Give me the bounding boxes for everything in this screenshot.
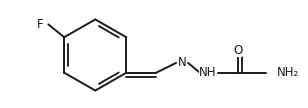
Text: O: O xyxy=(233,44,242,57)
Text: F: F xyxy=(37,18,43,31)
Text: NH: NH xyxy=(199,66,217,79)
Text: NH₂: NH₂ xyxy=(277,66,299,79)
Text: N: N xyxy=(178,56,186,69)
